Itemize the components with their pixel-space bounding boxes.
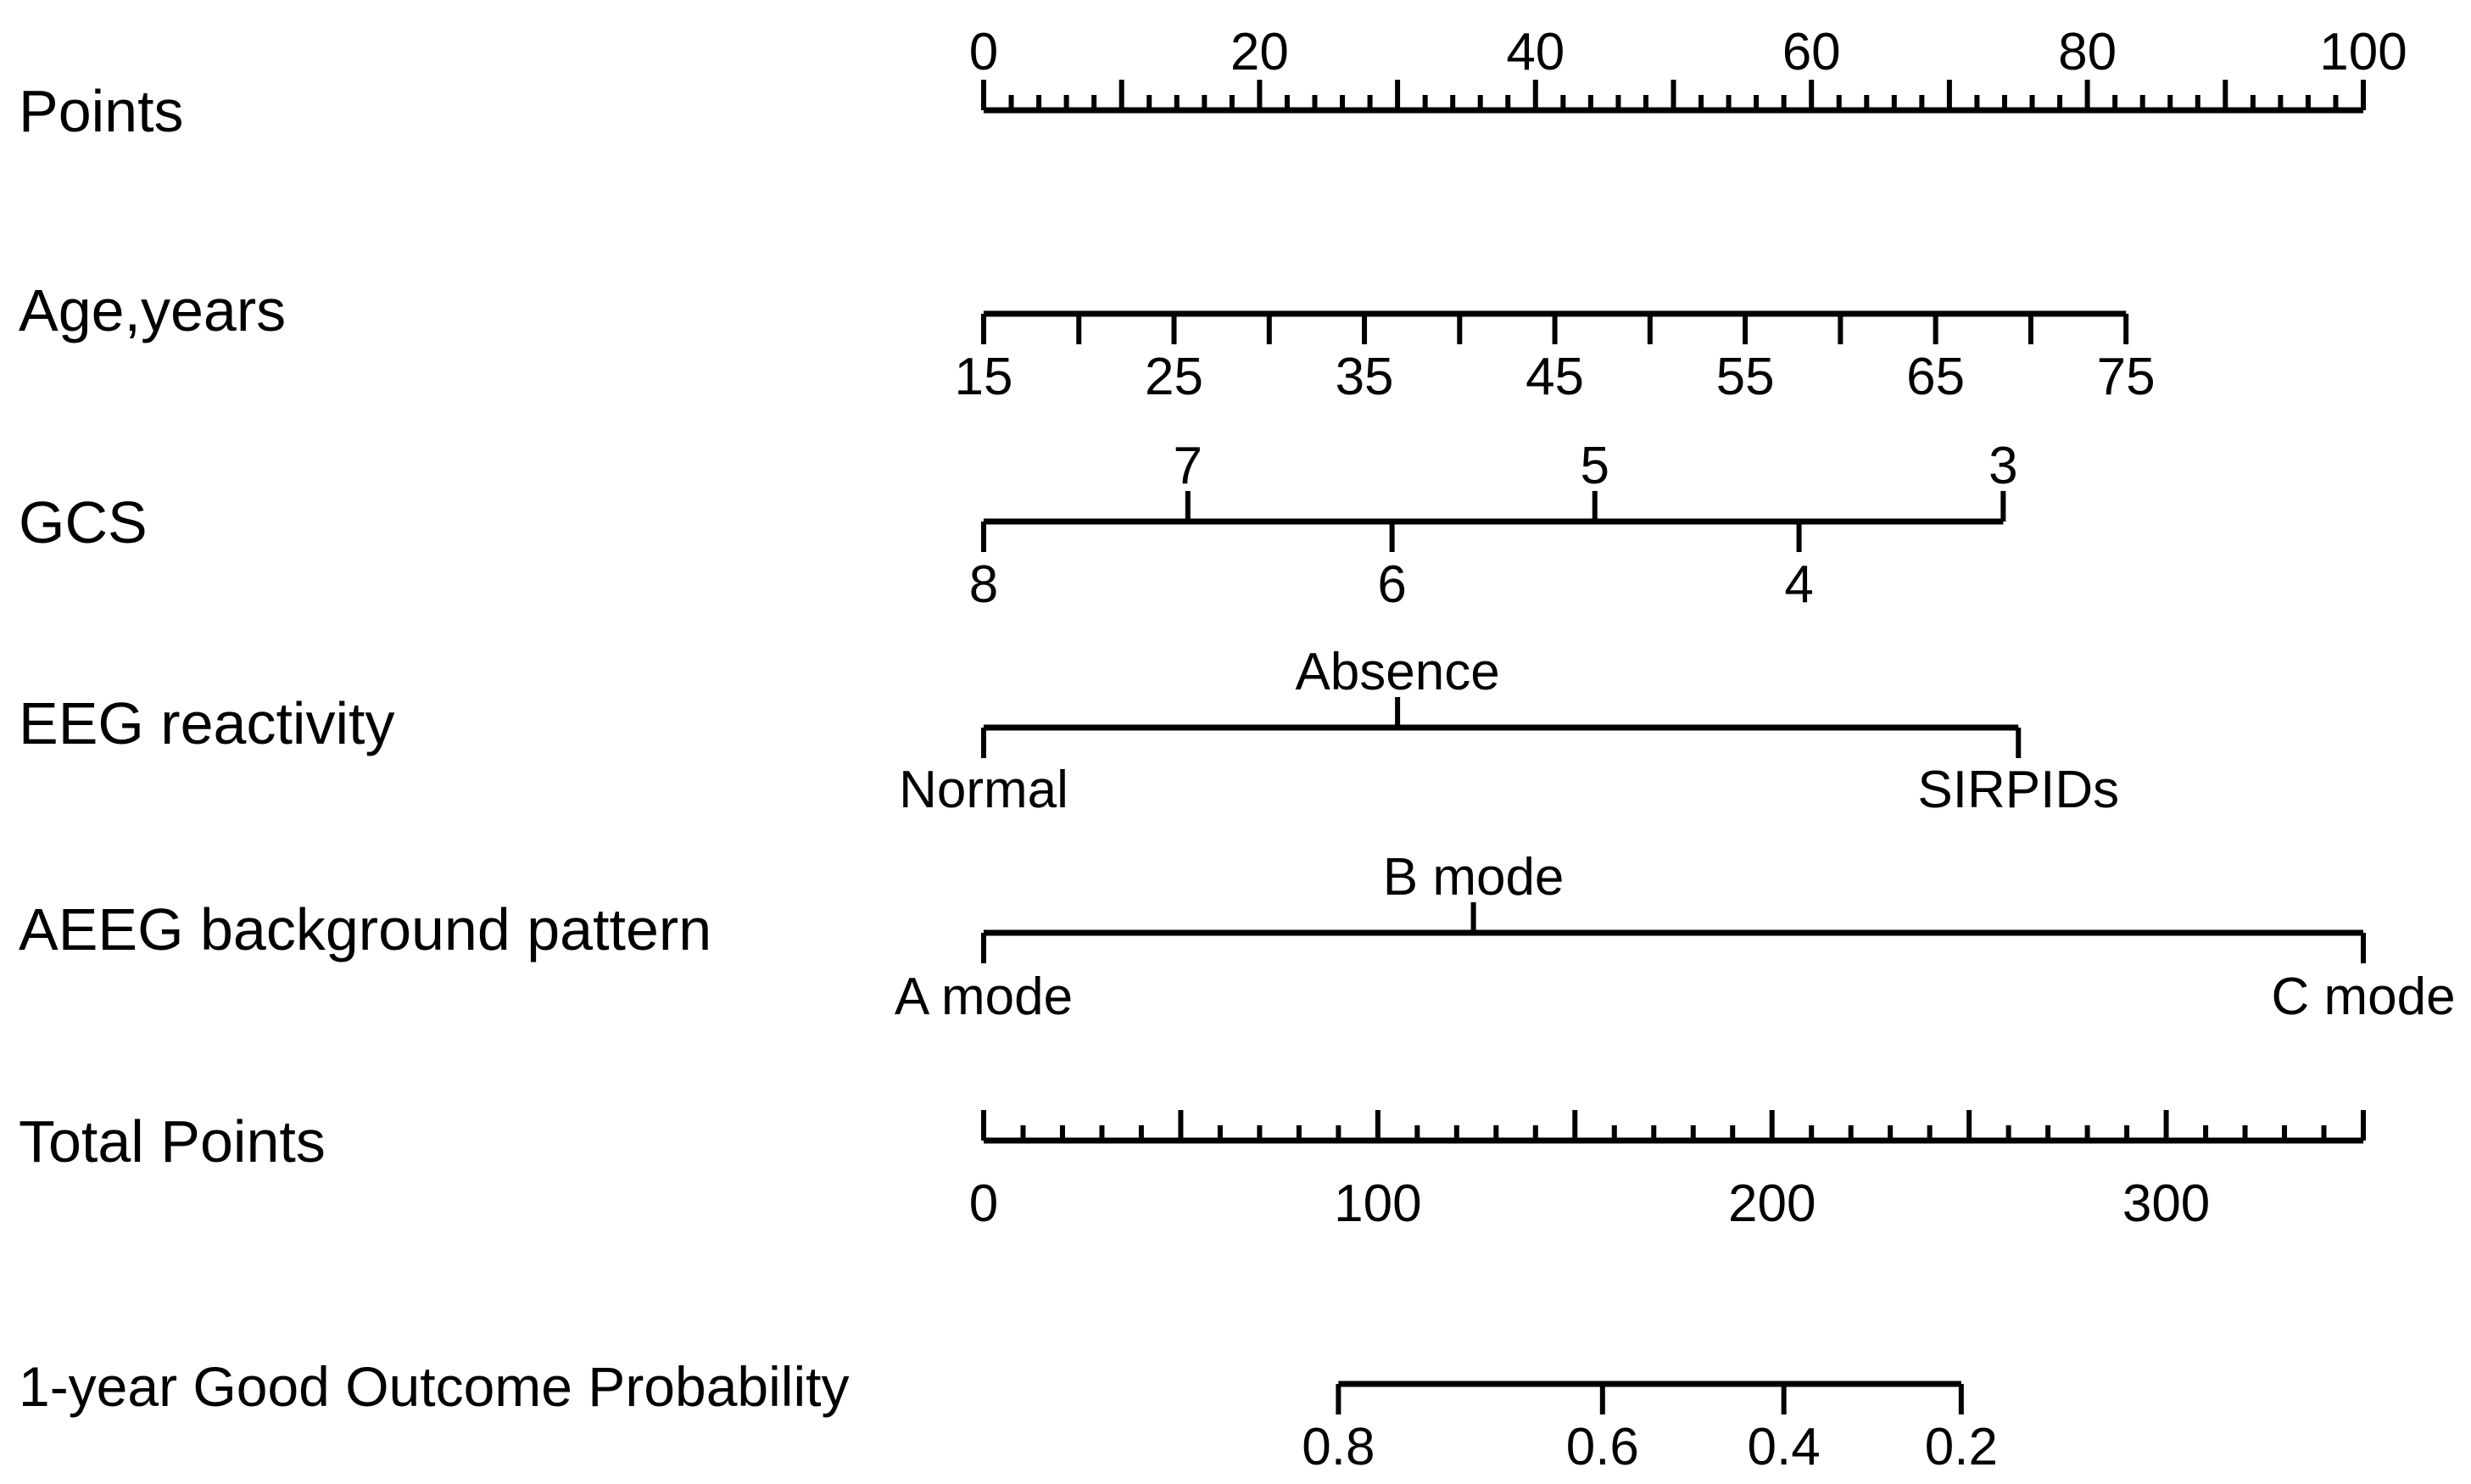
age-tick-label-75: 75 (2097, 348, 2156, 406)
ticks-eeg-reactivity: Normal Absence SIRPIDs (899, 643, 2119, 819)
points-tick-label-80: 80 (2058, 23, 2117, 81)
total-tick-label-100: 100 (1334, 1174, 1421, 1233)
age-tick-label-45: 45 (1526, 348, 1584, 406)
aeeg-tick-label-b-mode: B mode (1383, 848, 1565, 907)
aeeg-tick-label-a-mode: A mode (895, 968, 1073, 1026)
age-tick-label-25: 25 (1145, 348, 1203, 406)
age-tick-label-65: 65 (1906, 348, 1965, 406)
ticks-points: 0 20 40 60 80 100 (969, 23, 2407, 110)
gcs-tick-label-4: 4 (1784, 555, 1813, 614)
gcs-tick-label-7: 7 (1174, 437, 1202, 495)
gcs-tick-label-8: 8 (969, 555, 998, 614)
row-label-age: Age,years (19, 277, 286, 343)
prob-tick-label-0.8: 0.8 (1302, 1418, 1375, 1476)
row-probability: 1-year Good Outcome Probability 0.8 0.6 0.… (19, 1355, 1998, 1476)
total-tick-label-0: 0 (969, 1174, 998, 1233)
points-tick-label-100: 100 (2319, 23, 2407, 81)
eeg-tick-label-normal: Normal (899, 761, 1068, 819)
ticks-aeeg-background: A mode B mode C mode (895, 848, 2456, 1026)
row-label-eeg-reactivity: EEG reactivity (19, 690, 394, 756)
points-tick-label-0: 0 (969, 23, 998, 81)
row-gcs: GCS 8 7 6 5 4 3 (19, 437, 2018, 614)
eeg-tick-label-absence: Absence (1295, 643, 1499, 701)
points-tick-label-40: 40 (1506, 23, 1565, 81)
row-label-points: Points (19, 78, 184, 144)
gcs-tick-label-5: 5 (1581, 437, 1609, 495)
age-tick-label-35: 35 (1336, 348, 1394, 406)
prob-tick-label-0.4: 0.4 (1748, 1418, 1821, 1476)
total-tick-label-300: 300 (2122, 1174, 2210, 1233)
row-label-total-points: Total Points (19, 1108, 326, 1174)
age-tick-label-55: 55 (1716, 348, 1775, 406)
eeg-tick-label-sirpids: SIRPIDs (1917, 761, 2119, 819)
row-label-probability: 1-year Good Outcome Probability (19, 1355, 849, 1418)
ticks-total-points: 0 100 200 300 (969, 1110, 2366, 1233)
row-total-points: Total Points 0 100 200 300 (19, 1108, 2366, 1233)
age-tick-label-15: 15 (955, 348, 1013, 406)
row-eeg-reactivity: EEG reactivity Normal Absence SIRPIDs (19, 643, 2119, 819)
gcs-tick-label-3: 3 (1989, 437, 2017, 495)
total-tick-label-200: 200 (1728, 1174, 1816, 1233)
ticks-age: 15 25 35 45 55 65 75 (955, 314, 2156, 406)
points-tick-label-60: 60 (1782, 23, 1841, 81)
prob-tick-label-0.6: 0.6 (1566, 1418, 1639, 1476)
row-age: Age,years 15 25 35 45 55 65 75 (19, 277, 2156, 406)
row-points: Points 0 20 40 60 80 100 (19, 23, 2407, 144)
ticks-probability: 0.8 0.6 0.4 0.2 (1302, 1384, 1998, 1476)
ticks-gcs: 8 7 6 5 4 3 (969, 437, 2018, 614)
row-aeeg-background: AEEG background pattern A mode B mode C mo… (19, 848, 2456, 1026)
row-label-gcs: GCS (19, 489, 148, 555)
aeeg-tick-label-c-mode: C mode (2271, 968, 2455, 1026)
points-tick-label-20: 20 (1230, 23, 1289, 81)
prob-tick-label-0.2: 0.2 (1925, 1418, 1998, 1476)
row-label-aeeg-background: AEEG background pattern (19, 896, 711, 962)
gcs-tick-label-6: 6 (1377, 555, 1406, 614)
